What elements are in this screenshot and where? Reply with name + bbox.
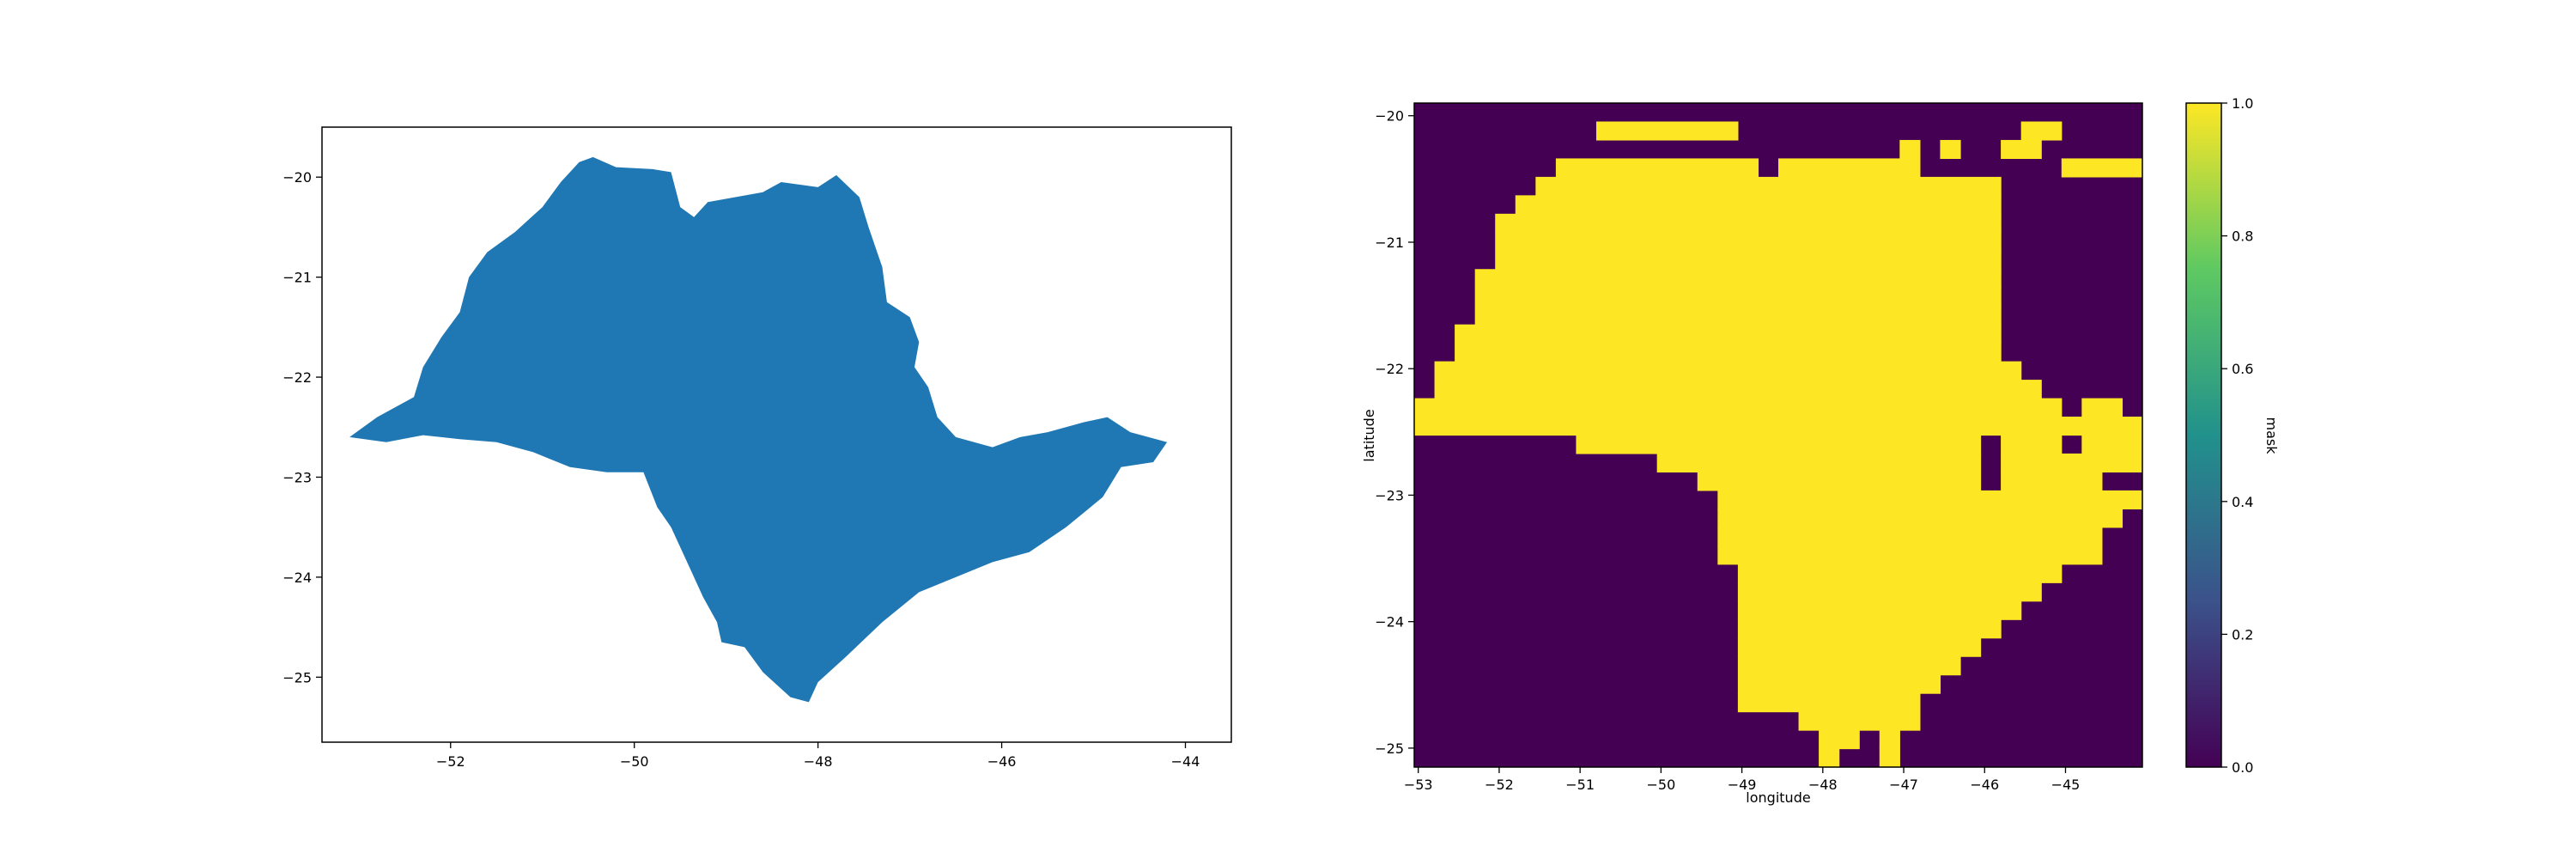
mask-x-tick-label: −45: [2051, 777, 2081, 793]
map-y-tick-label: −21: [283, 270, 312, 286]
mask-cell: [1899, 139, 1921, 160]
colorbar-tick-label: 1.0: [2232, 95, 2253, 112]
mask-x-ticks: −53 −52 −51 −50 −49 −48 −47 −46 −45: [1404, 767, 2081, 793]
mask-cell: [1737, 693, 1921, 713]
map-panel: −52 −50 −48 −46 −44 −20 −21 −22 −23 −24 −25: [283, 126, 1232, 770]
mask-cell: [1717, 509, 2123, 528]
map-x-tick-label: −44: [1171, 753, 1200, 770]
mask-cell: [2081, 398, 2123, 417]
mask-cell: [1495, 213, 2002, 233]
mask-x-axis-label: longitude: [1746, 789, 1810, 806]
mask-cell: [1819, 748, 1840, 768]
mask-cell: [1737, 582, 2042, 602]
mask-x-tick-label: −53: [1404, 777, 1433, 793]
mask-cell: [2001, 139, 2042, 160]
mask-cell: [2001, 435, 2063, 454]
mask-cell: [1697, 472, 1982, 491]
mask-cell: [1879, 748, 1900, 768]
mask-cell: [1717, 527, 2103, 546]
colorbar-ticks: 0.0 0.2 0.4 0.6 0.8 1.0: [2221, 95, 2253, 776]
mask-cell: [1495, 232, 2002, 252]
mask-y-tick-label: −25: [1375, 740, 1404, 757]
mask-cell: [1879, 730, 1900, 750]
mask-cell: [2001, 472, 2103, 491]
mask-cell: [1535, 176, 2002, 196]
mask-cell: [2061, 158, 2143, 178]
map-y-tick-label: −20: [283, 169, 312, 186]
mask-x-tick-label: −52: [1485, 777, 1514, 793]
state-shape: [349, 156, 1168, 703]
mask-x-tick-label: −47: [1889, 777, 1918, 793]
colorbar: 0.0 0.2 0.4 0.6 0.8 1.0 mask: [2185, 95, 2280, 776]
map-x-tick-label: −50: [620, 753, 649, 770]
colorbar-tick-label: 0.2: [2232, 626, 2253, 643]
mask-y-ticks: −20 −21 −22 −23 −24 −25: [1375, 108, 1414, 757]
map-axes-frame: [321, 126, 1232, 743]
map-y-tick-label: −23: [283, 469, 312, 485]
mask-cell: [1737, 637, 1982, 657]
mask-y-tick-label: −24: [1375, 614, 1404, 631]
map-x-tick-label: −52: [436, 753, 465, 770]
map-y-tick-label: −22: [283, 369, 312, 386]
mask-cell: [1455, 324, 2002, 344]
mask-cell: [1819, 730, 1860, 750]
mask-cell: [1737, 564, 2063, 583]
mask-y-tick-label: −21: [1375, 235, 1404, 251]
mask-cell: [1474, 269, 2002, 289]
mask-cell: [1737, 656, 1961, 676]
map-y-ticks: −20 −21 −22 −23 −24 −25: [283, 169, 322, 685]
mask-x-tick-label: −49: [1728, 777, 1757, 793]
map-plot-area: [349, 156, 1168, 703]
mask-cell: [2020, 121, 2063, 141]
mask-cell: [1737, 619, 2002, 639]
mask-panel: −53 −52 −51 −50 −49 −48 −47 −46 −45 −20 −21 −22 −23…: [1361, 102, 2143, 806]
colorbar-tick-label: 0.4: [2232, 494, 2253, 510]
mask-x-tick-label: −51: [1565, 777, 1595, 793]
mask-cell: [1555, 158, 1759, 178]
colorbar-gradient: [2185, 102, 2222, 768]
colorbar-tick-label: 0.8: [2232, 228, 2253, 245]
mask-cell: [1434, 361, 2022, 381]
mask-cell: [2001, 453, 2143, 473]
mask-cell: [1940, 139, 1961, 160]
mask-x-tick-label: −48: [1808, 777, 1838, 793]
mask-y-tick-label: −22: [1375, 361, 1404, 377]
mask-plot-area: [1414, 103, 2143, 768]
mask-y-tick-label: −20: [1375, 108, 1404, 125]
colorbar-tick-label: 0.0: [2232, 759, 2253, 776]
mask-cell: [1717, 545, 2103, 565]
mask-cell: [1737, 600, 2022, 620]
mask-cell: [1737, 674, 1941, 694]
mask-cell: [1515, 195, 2002, 215]
mask-cell: [1474, 287, 2002, 307]
mask-y-tick-label: −23: [1375, 487, 1404, 503]
map-x-ticks: −52 −50 −48 −46 −44: [436, 742, 1200, 770]
mask-cell: [1576, 435, 1982, 454]
mask-x-tick-label: −50: [1646, 777, 1675, 793]
map-y-tick-label: −25: [283, 669, 312, 685]
map-x-tick-label: −48: [804, 753, 833, 770]
mask-cell: [1414, 398, 2063, 417]
map-x-tick-label: −46: [987, 753, 1017, 770]
mask-x-tick-label: −46: [1970, 777, 1999, 793]
mask-cell: [1717, 490, 2143, 509]
colorbar-label: mask: [2263, 417, 2280, 455]
mask-cell: [1455, 343, 2002, 362]
mask-cell: [1596, 121, 1739, 141]
mask-cell: [1656, 453, 1982, 473]
colorbar-tick-label: 0.6: [2232, 361, 2253, 377]
map-y-tick-label: −24: [283, 570, 312, 586]
mask-cell: [2081, 435, 2143, 454]
mask-axes-frame: [1413, 102, 2143, 768]
mask-cell: [1414, 417, 2143, 436]
mask-cell: [1434, 380, 2042, 399]
mask-y-axis-label: latitude: [1361, 409, 1377, 461]
mask-cell: [1798, 711, 1921, 731]
mask-cell: [1474, 306, 2002, 326]
mask-cell: [1495, 250, 2002, 270]
mask-cell: [1778, 158, 1921, 178]
